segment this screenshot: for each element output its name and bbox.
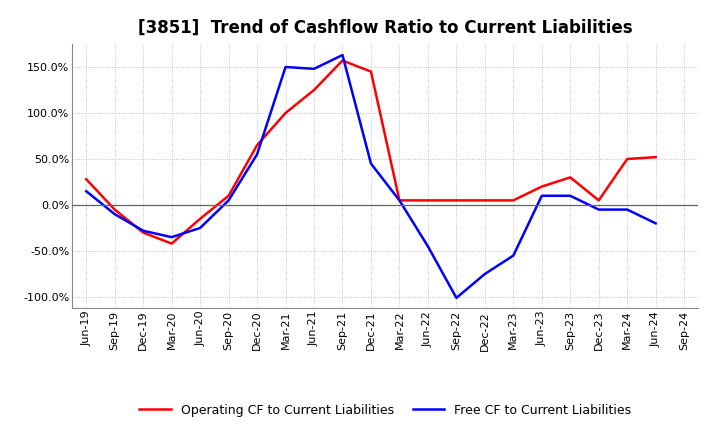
Operating CF to Current Liabilities	[480, 198, 489, 203]
Operating CF to Current Liabilities	[82, 176, 91, 182]
Operating CF to Current Liabilities	[366, 69, 375, 74]
Free CF to Current Liabilities	[225, 198, 233, 203]
Free CF to Current Liabilities	[82, 188, 91, 194]
Free CF to Current Liabilities	[652, 221, 660, 226]
Free CF to Current Liabilities	[566, 193, 575, 198]
Operating CF to Current Liabilities	[310, 88, 318, 93]
Free CF to Current Liabilities	[623, 207, 631, 212]
Title: [3851]  Trend of Cashflow Ratio to Current Liabilities: [3851] Trend of Cashflow Ratio to Curren…	[138, 19, 632, 37]
Operating CF to Current Liabilities	[595, 198, 603, 203]
Free CF to Current Liabilities	[509, 253, 518, 258]
Operating CF to Current Liabilities	[395, 198, 404, 203]
Free CF to Current Liabilities	[595, 207, 603, 212]
Operating CF to Current Liabilities	[537, 184, 546, 189]
Operating CF to Current Liabilities	[139, 230, 148, 235]
Operating CF to Current Liabilities	[623, 156, 631, 161]
Line: Operating CF to Current Liabilities: Operating CF to Current Liabilities	[86, 61, 656, 244]
Free CF to Current Liabilities	[196, 225, 204, 231]
Legend: Operating CF to Current Liabilities, Free CF to Current Liabilities: Operating CF to Current Liabilities, Fre…	[135, 399, 636, 422]
Free CF to Current Liabilities	[480, 271, 489, 277]
Operating CF to Current Liabilities	[253, 143, 261, 148]
Operating CF to Current Liabilities	[338, 58, 347, 63]
Free CF to Current Liabilities	[139, 228, 148, 233]
Operating CF to Current Liabilities	[423, 198, 432, 203]
Operating CF to Current Liabilities	[110, 207, 119, 212]
Operating CF to Current Liabilities	[282, 110, 290, 116]
Line: Free CF to Current Liabilities: Free CF to Current Liabilities	[86, 55, 656, 298]
Free CF to Current Liabilities	[110, 212, 119, 217]
Free CF to Current Liabilities	[167, 235, 176, 240]
Free CF to Current Liabilities	[423, 244, 432, 249]
Free CF to Current Liabilities	[310, 66, 318, 71]
Operating CF to Current Liabilities	[652, 154, 660, 160]
Free CF to Current Liabilities	[253, 152, 261, 157]
Operating CF to Current Liabilities	[452, 198, 461, 203]
Free CF to Current Liabilities	[395, 198, 404, 203]
Operating CF to Current Liabilities	[566, 175, 575, 180]
Operating CF to Current Liabilities	[225, 193, 233, 198]
Operating CF to Current Liabilities	[196, 216, 204, 221]
Free CF to Current Liabilities	[366, 161, 375, 166]
Operating CF to Current Liabilities	[509, 198, 518, 203]
Free CF to Current Liabilities	[452, 295, 461, 301]
Operating CF to Current Liabilities	[167, 241, 176, 246]
Free CF to Current Liabilities	[338, 52, 347, 58]
Free CF to Current Liabilities	[282, 64, 290, 70]
Free CF to Current Liabilities	[537, 193, 546, 198]
